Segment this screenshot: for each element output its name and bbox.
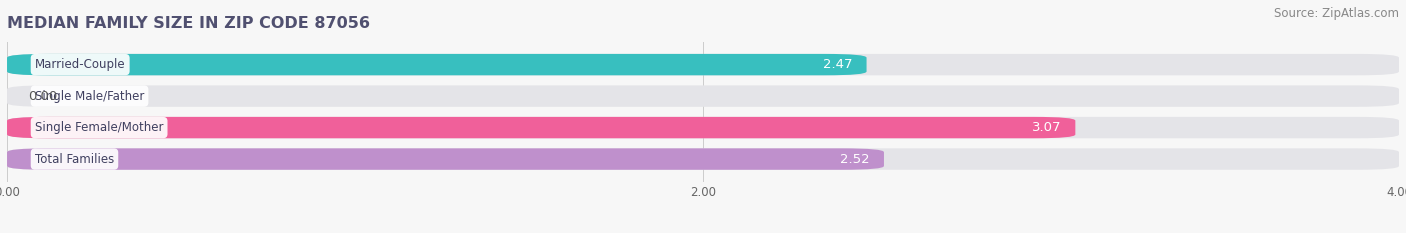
FancyBboxPatch shape (7, 85, 1399, 107)
FancyBboxPatch shape (7, 117, 1076, 138)
Text: Married-Couple: Married-Couple (35, 58, 125, 71)
FancyBboxPatch shape (7, 148, 1399, 170)
FancyBboxPatch shape (7, 117, 1399, 138)
Text: 2.47: 2.47 (823, 58, 852, 71)
Text: 3.07: 3.07 (1032, 121, 1062, 134)
Text: 2.52: 2.52 (841, 153, 870, 166)
Text: MEDIAN FAMILY SIZE IN ZIP CODE 87056: MEDIAN FAMILY SIZE IN ZIP CODE 87056 (7, 16, 370, 31)
Text: Source: ZipAtlas.com: Source: ZipAtlas.com (1274, 7, 1399, 20)
FancyBboxPatch shape (7, 54, 866, 75)
FancyBboxPatch shape (7, 148, 884, 170)
FancyBboxPatch shape (7, 54, 1399, 75)
Text: 0.00: 0.00 (28, 90, 58, 103)
Text: Total Families: Total Families (35, 153, 114, 166)
Text: Single Male/Father: Single Male/Father (35, 90, 145, 103)
Text: Single Female/Mother: Single Female/Mother (35, 121, 163, 134)
